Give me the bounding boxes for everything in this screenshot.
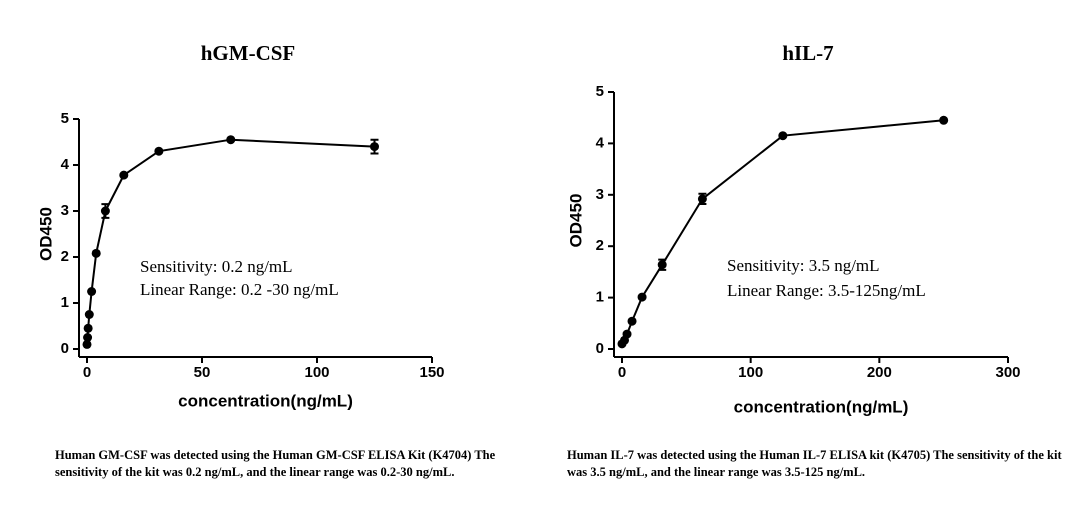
data-point bbox=[778, 131, 788, 141]
x-tick-label: 50 bbox=[194, 364, 211, 381]
data-point bbox=[939, 115, 949, 125]
x-tick-label: 150 bbox=[419, 364, 444, 381]
y-tick-label: 3 bbox=[596, 186, 604, 203]
annotation: Linear Range: 3.5-125ng/mL bbox=[727, 281, 926, 300]
y-axis-label: OD450 bbox=[36, 207, 55, 261]
x-tick-label: 100 bbox=[738, 364, 763, 381]
y-tick-label: 4 bbox=[61, 156, 70, 173]
data-point bbox=[637, 292, 647, 302]
y-tick-label: 2 bbox=[61, 248, 69, 265]
chart-title: hGM-CSF bbox=[201, 41, 296, 65]
x-axis-label: concentration(ng/mL) bbox=[178, 391, 353, 410]
y-tick-label: 0 bbox=[596, 340, 604, 357]
x-tick-label: 0 bbox=[618, 364, 626, 381]
data-line bbox=[621, 119, 944, 345]
data-point bbox=[622, 329, 632, 339]
data-point bbox=[91, 248, 101, 258]
data-point bbox=[119, 170, 129, 180]
y-tick-label: 2 bbox=[596, 237, 604, 254]
x-tick-label: 100 bbox=[304, 364, 329, 381]
y-tick-label: 5 bbox=[61, 110, 69, 127]
y-tick-label: 1 bbox=[61, 294, 69, 311]
data-point bbox=[657, 260, 667, 270]
data-point bbox=[226, 135, 236, 145]
x-tick-label: 0 bbox=[83, 364, 91, 381]
data-point bbox=[154, 146, 164, 156]
data-point bbox=[627, 316, 637, 326]
annotation: Sensitivity: 0.2 ng/mL bbox=[140, 257, 293, 276]
data-point bbox=[83, 333, 93, 342]
y-tick-label: 3 bbox=[61, 202, 69, 219]
x-tick-label: 300 bbox=[995, 364, 1020, 381]
data-point bbox=[83, 323, 93, 333]
y-tick-label: 4 bbox=[596, 134, 605, 151]
annotation: Sensitivity: 3.5 ng/mL bbox=[727, 256, 880, 275]
y-axis-label: OD450 bbox=[566, 194, 585, 248]
data-point bbox=[87, 287, 97, 296]
data-point bbox=[697, 194, 707, 204]
x-tick-label: 200 bbox=[867, 364, 892, 381]
chart-title: hIL-7 bbox=[782, 41, 833, 65]
x-axis-label: concentration(ng/mL) bbox=[734, 397, 909, 416]
data-point bbox=[370, 142, 379, 152]
annotation: Linear Range: 0.2 -30 ng/mL bbox=[140, 280, 339, 299]
y-tick-label: 1 bbox=[596, 289, 604, 306]
y-tick-label: 0 bbox=[61, 340, 69, 357]
caption: Human IL-7 was detected using the Human … bbox=[567, 448, 1062, 479]
y-tick-label: 5 bbox=[596, 83, 604, 100]
data-point bbox=[100, 206, 110, 216]
data-line bbox=[86, 138, 375, 345]
data-point bbox=[82, 339, 92, 349]
caption: Human GM-CSF was detected using the Huma… bbox=[55, 448, 496, 479]
data-point bbox=[84, 310, 94, 319]
